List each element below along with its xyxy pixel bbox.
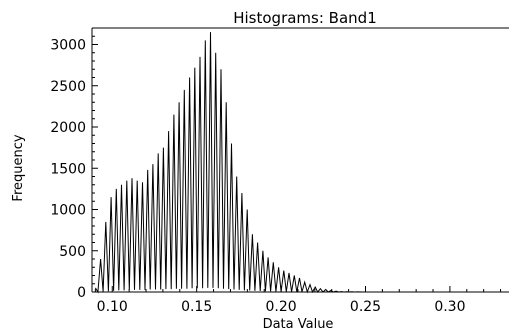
y-tick-label: 2500 [50, 79, 86, 95]
y-tick-label: 1500 [50, 161, 86, 177]
y-tick-label: 1000 [50, 203, 86, 219]
x-tick-label: 0.10 [97, 299, 128, 315]
y-axis: 0 500 1000 1500 2000 2500 3000 [50, 35, 98, 301]
histogram-series-line [94, 32, 501, 294]
x-tick-label: 0.30 [434, 299, 465, 315]
x-tick-label: 0.25 [350, 299, 381, 315]
y-tick-label: 2000 [50, 120, 86, 136]
y-tick-label: 0 [77, 285, 86, 301]
chart-title: Histograms: Band1 [233, 9, 377, 27]
x-axis-label: Data Value [263, 317, 334, 331]
x-axis: 0.10 0.15 0.20 0.25 0.30 [94, 286, 502, 315]
y-tick-label: 500 [59, 244, 86, 260]
y-axis-label: Frequency [11, 134, 26, 201]
y-tick-label: 3000 [50, 38, 86, 54]
x-tick-label: 0.15 [181, 299, 212, 315]
x-tick-label: 0.20 [265, 299, 296, 315]
